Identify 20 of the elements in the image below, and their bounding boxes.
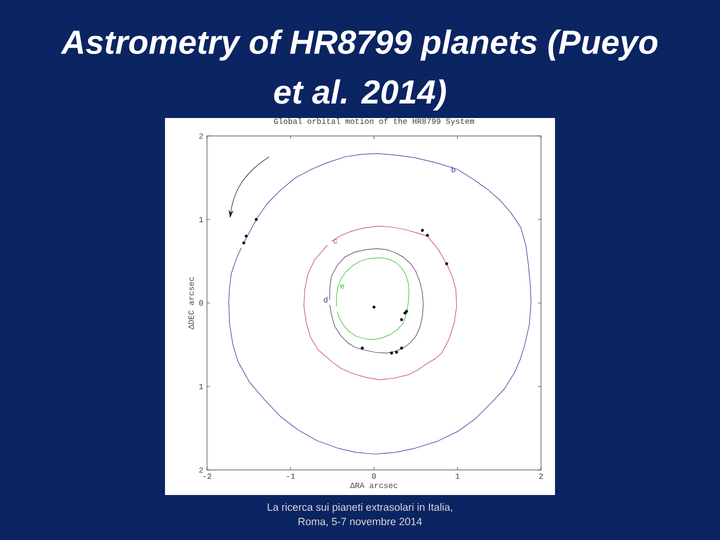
point: [244, 234, 248, 238]
point: [390, 352, 394, 355]
point: [254, 218, 258, 221]
point: [426, 234, 429, 237]
point: [405, 310, 408, 313]
point: [400, 318, 404, 322]
point: [400, 346, 404, 350]
chart-title: Astrometry of HR8799 planets (Pueyo et al. 2014): [60, 30, 658, 110]
line-series: [336, 258, 410, 340]
point: [360, 346, 364, 350]
line-series: [304, 226, 457, 380]
line-series: [228, 153, 532, 454]
text: La ricerca sui pianeti extrasolari in Italia,: [268, 503, 452, 513]
text: Roma, 5-7 novembre 2014: [298, 518, 422, 526]
point: [372, 306, 376, 309]
point: [445, 262, 448, 266]
line-series: [329, 248, 424, 354]
point: [420, 228, 424, 232]
point: [242, 241, 246, 244]
point: [395, 350, 398, 354]
